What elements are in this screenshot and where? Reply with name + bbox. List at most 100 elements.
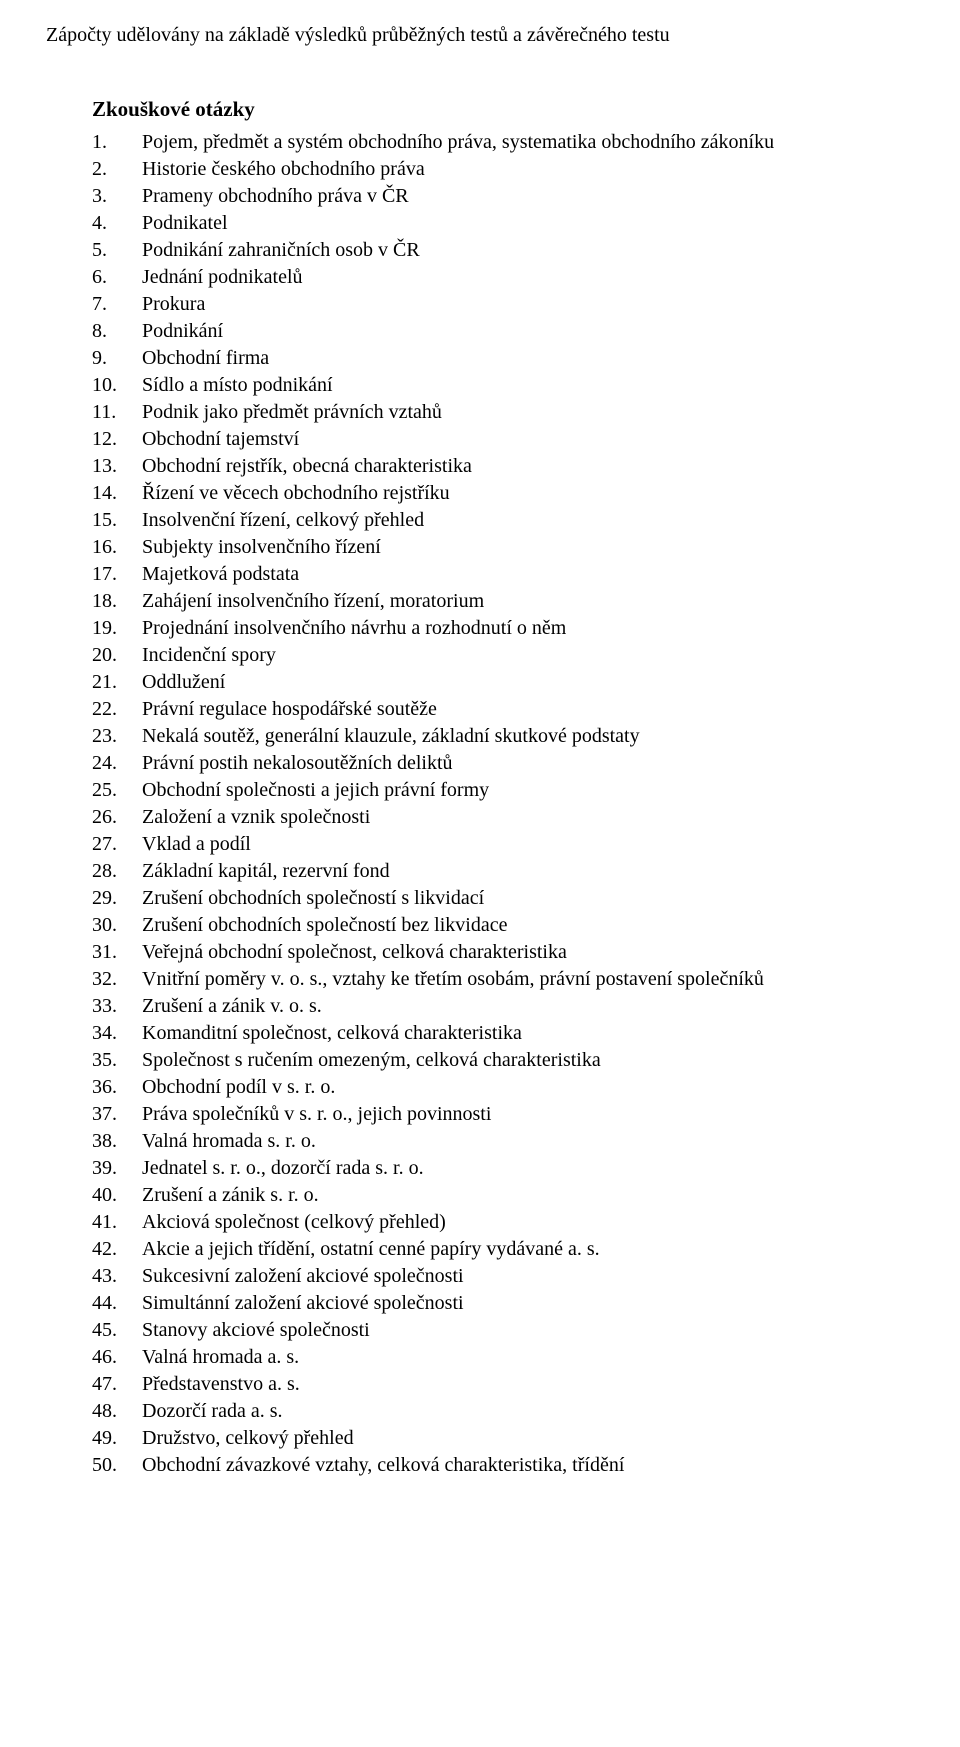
item-text: Incidenční spory [142, 642, 914, 669]
item-text: Stanovy akciové společnosti [142, 1317, 914, 1344]
item-number: 41. [92, 1209, 142, 1236]
item-text: Právní regulace hospodářské soutěže [142, 696, 914, 723]
list-item: 5.Podnikání zahraničních osob v ČR [92, 237, 914, 264]
item-number: 17. [92, 561, 142, 588]
item-number: 7. [92, 291, 142, 318]
list-item: 34.Komanditní společnost, celková charak… [92, 1020, 914, 1047]
item-number: 44. [92, 1290, 142, 1317]
item-number: 50. [92, 1452, 142, 1479]
item-number: 46. [92, 1344, 142, 1371]
item-text: Komanditní společnost, celková charakter… [142, 1020, 914, 1047]
item-number: 43. [92, 1263, 142, 1290]
item-text: Podnikatel [142, 210, 914, 237]
item-number: 29. [92, 885, 142, 912]
list-item: 37.Práva společníků v s. r. o., jejich p… [92, 1101, 914, 1128]
list-item: 31.Veřejná obchodní společnost, celková … [92, 939, 914, 966]
item-number: 32. [92, 966, 142, 993]
item-text: Zahájení insolvenčního řízení, moratoriu… [142, 588, 914, 615]
intro-text: Zápočty udělovány na základě výsledků pr… [46, 22, 914, 49]
item-number: 45. [92, 1317, 142, 1344]
item-text: Vnitřní poměry v. o. s., vztahy ke třetí… [142, 966, 914, 993]
item-text: Práva společníků v s. r. o., jejich povi… [142, 1101, 914, 1128]
item-text: Obchodní firma [142, 345, 914, 372]
questions-block: Zkouškové otázky 1.Pojem, předmět a syst… [92, 95, 914, 1479]
item-number: 30. [92, 912, 142, 939]
item-text: Sídlo a místo podnikání [142, 372, 914, 399]
item-text: Obchodní závazkové vztahy, celková chara… [142, 1452, 914, 1479]
item-text: Prokura [142, 291, 914, 318]
list-item: 20.Incidenční spory [92, 642, 914, 669]
list-item: 6.Jednání podnikatelů [92, 264, 914, 291]
item-number: 15. [92, 507, 142, 534]
item-number: 20. [92, 642, 142, 669]
list-item: 33.Zrušení a zánik v. o. s. [92, 993, 914, 1020]
list-item: 47.Představenstvo a. s. [92, 1371, 914, 1398]
item-text: Akciová společnost (celkový přehled) [142, 1209, 914, 1236]
item-text: Simultánní založení akciové společnosti [142, 1290, 914, 1317]
item-number: 42. [92, 1236, 142, 1263]
list-item: 49.Družstvo, celkový přehled [92, 1425, 914, 1452]
item-text: Insolvenční řízení, celkový přehled [142, 507, 914, 534]
item-number: 40. [92, 1182, 142, 1209]
item-number: 28. [92, 858, 142, 885]
item-text: Subjekty insolvenčního řízení [142, 534, 914, 561]
item-text: Založení a vznik společnosti [142, 804, 914, 831]
list-item: 9.Obchodní firma [92, 345, 914, 372]
item-text: Veřejná obchodní společnost, celková cha… [142, 939, 914, 966]
item-number: 27. [92, 831, 142, 858]
item-number: 48. [92, 1398, 142, 1425]
item-number: 8. [92, 318, 142, 345]
item-text: Zrušení obchodních společností s likvida… [142, 885, 914, 912]
list-item: 35.Společnost s ručením omezeným, celkov… [92, 1047, 914, 1074]
item-text: Akcie a jejich třídění, ostatní cenné pa… [142, 1236, 914, 1263]
item-text: Podnik jako předmět právních vztahů [142, 399, 914, 426]
list-item: 36.Obchodní podíl v s. r. o. [92, 1074, 914, 1101]
item-number: 13. [92, 453, 142, 480]
item-text: Zrušení a zánik s. r. o. [142, 1182, 914, 1209]
list-item: 41.Akciová společnost (celkový přehled) [92, 1209, 914, 1236]
item-text: Zrušení a zánik v. o. s. [142, 993, 914, 1020]
item-number: 10. [92, 372, 142, 399]
document-page: Zápočty udělovány na základě výsledků pr… [0, 0, 960, 1519]
item-number: 2. [92, 156, 142, 183]
item-number: 33. [92, 993, 142, 1020]
item-text: Vklad a podíl [142, 831, 914, 858]
section-heading: Zkouškové otázky [92, 95, 914, 123]
item-text: Řízení ve věcech obchodního rejstříku [142, 480, 914, 507]
list-item: 17.Majetková podstata [92, 561, 914, 588]
list-item: 45.Stanovy akciové společnosti [92, 1317, 914, 1344]
item-number: 9. [92, 345, 142, 372]
item-number: 14. [92, 480, 142, 507]
list-item: 44.Simultánní založení akciové společnos… [92, 1290, 914, 1317]
list-item: 7.Prokura [92, 291, 914, 318]
list-item: 16.Subjekty insolvenčního řízení [92, 534, 914, 561]
item-text: Jednatel s. r. o., dozorčí rada s. r. o. [142, 1155, 914, 1182]
item-number: 18. [92, 588, 142, 615]
list-item: 22.Právní regulace hospodářské soutěže [92, 696, 914, 723]
item-text: Pojem, předmět a systém obchodního práva… [142, 129, 914, 156]
item-number: 3. [92, 183, 142, 210]
list-item: 11.Podnik jako předmět právních vztahů [92, 399, 914, 426]
list-item: 8.Podnikání [92, 318, 914, 345]
item-number: 39. [92, 1155, 142, 1182]
item-text: Podnikání zahraničních osob v ČR [142, 237, 914, 264]
list-item: 28.Základní kapitál, rezervní fond [92, 858, 914, 885]
list-item: 4.Podnikatel [92, 210, 914, 237]
list-item: 30.Zrušení obchodních společností bez li… [92, 912, 914, 939]
item-number: 19. [92, 615, 142, 642]
item-text: Společnost s ručením omezeným, celková c… [142, 1047, 914, 1074]
item-list: 1.Pojem, předmět a systém obchodního prá… [92, 129, 914, 1479]
item-text: Podnikání [142, 318, 914, 345]
item-text: Představenstvo a. s. [142, 1371, 914, 1398]
item-number: 5. [92, 237, 142, 264]
item-number: 25. [92, 777, 142, 804]
item-text: Družstvo, celkový přehled [142, 1425, 914, 1452]
item-number: 47. [92, 1371, 142, 1398]
item-number: 37. [92, 1101, 142, 1128]
item-text: Obchodní podíl v s. r. o. [142, 1074, 914, 1101]
list-item: 40.Zrušení a zánik s. r. o. [92, 1182, 914, 1209]
item-number: 12. [92, 426, 142, 453]
list-item: 13.Obchodní rejstřík, obecná charakteris… [92, 453, 914, 480]
item-number: 16. [92, 534, 142, 561]
item-number: 4. [92, 210, 142, 237]
